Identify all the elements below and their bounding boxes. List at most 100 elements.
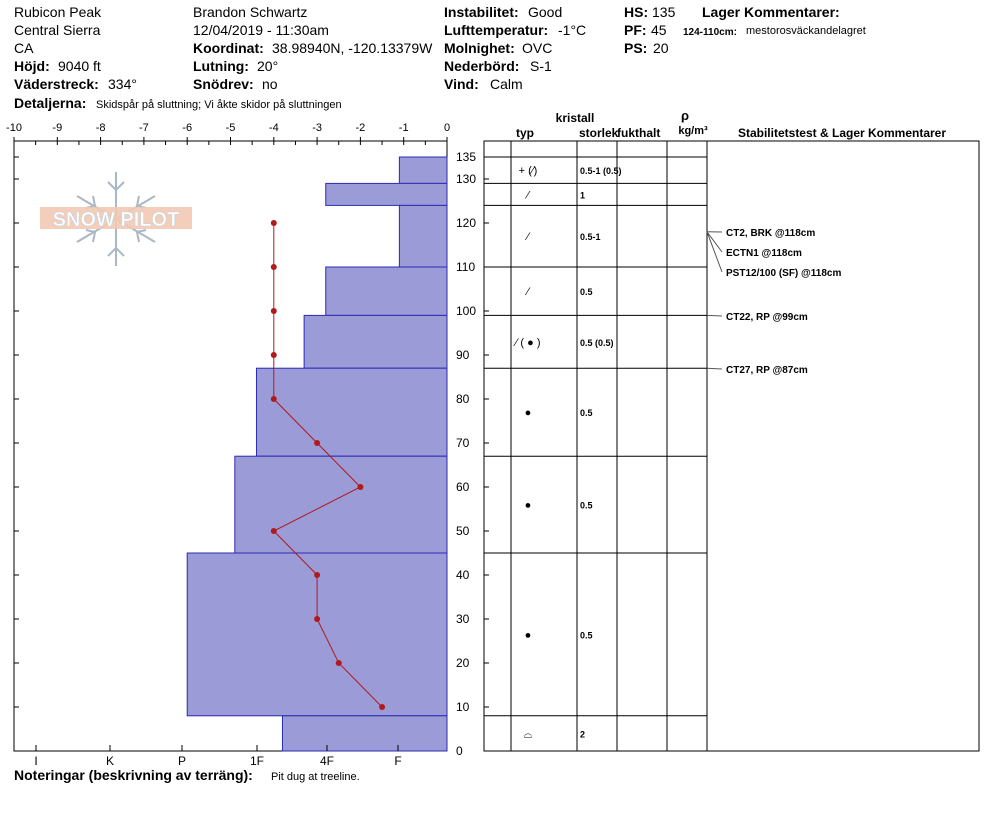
temperature-point [270, 308, 277, 314]
slope-label: Lutning: [193, 58, 249, 74]
stability-pointer [706, 314, 723, 317]
temperature-point [314, 572, 321, 578]
wind-label: Vind: [444, 76, 479, 92]
temperature-point [270, 528, 277, 534]
layer-comments-label: Lager Kommentarer: [702, 4, 840, 20]
header-crystal: kristall [556, 111, 595, 125]
layer-crystal-type: ⁄ ( ● ) [513, 337, 541, 349]
temp-tick-label: 0 [444, 122, 450, 134]
layer-crystal-type: ⁄ [524, 189, 531, 201]
coord-value: 38.98940N, -120.13379W [272, 40, 433, 56]
temp-tick-label: -10 [6, 122, 22, 134]
pf-value: 45 [651, 22, 667, 38]
elevation-label: Höjd: [14, 58, 50, 74]
hardness-bar [234, 455, 448, 554]
stability-pointer [706, 367, 723, 370]
height-tick-label: 70 [456, 436, 470, 450]
details-value: Skidspår på sluttning; Vi åkte skidor på… [96, 99, 342, 111]
hardness-bar [281, 715, 448, 752]
cloud-label: Molnighet: [444, 40, 515, 56]
cloud-value: OVC [522, 40, 553, 56]
hardness-tick-label: P [178, 754, 186, 768]
temperature-point [335, 660, 342, 666]
hs-value: 135 [652, 4, 676, 20]
layer-crystal-type: ⁄ [524, 286, 531, 298]
observation-datetime: 12/04/2019 - 11:30am [193, 22, 329, 38]
drift-value: no [262, 76, 278, 92]
height-tick-label: 135 [456, 150, 476, 164]
snow-pilot-logo: SNOW PILOT [40, 172, 192, 266]
precip-label: Nederbörd: [444, 58, 520, 74]
hardness-bar [325, 266, 448, 316]
aspect-value: 334° [108, 76, 137, 92]
height-tick-label: 30 [456, 612, 470, 626]
height-tick-label: 50 [456, 524, 470, 538]
layer-crystal-size: 0.5 [580, 287, 593, 297]
layer-crystal-size: 0.5 [580, 501, 593, 511]
stability-test-label: PST12/100 (SF) @118cm [726, 268, 841, 279]
layer-crystal-size: 0.5-1 (0.5) [580, 166, 622, 176]
hardness-tick-label: 1F [250, 754, 264, 768]
layer-crystal-size: 0.5 [580, 408, 593, 418]
temperature-point [270, 220, 277, 226]
drift-label: Snödrev: [193, 76, 254, 92]
hardness-tick-label: I [34, 754, 37, 768]
height-tick-label: 40 [456, 568, 470, 582]
layer-comment-text: mestorosväckandelagret [746, 25, 866, 37]
stability-test-label: CT22, RP @99cm [726, 312, 808, 323]
layer-crystal-type: ⁄ [524, 231, 531, 243]
layer-crystal-type: ● [525, 629, 532, 641]
coord-label: Koordinat: [193, 40, 264, 56]
header-density-unit: kg/m³ [678, 125, 708, 137]
temperature-point [314, 616, 321, 622]
layer-crystal-size: 2 [580, 729, 585, 739]
layer-crystal-size: 0.5 [580, 630, 593, 640]
notes-text: Pit dug at treeline. [271, 771, 360, 783]
notes-label: Noteringar (beskrivning av terräng): [14, 767, 253, 783]
elevation-value: 9040 ft [58, 58, 101, 74]
precip-value: S-1 [530, 58, 552, 74]
temp-tick-label: -9 [52, 122, 62, 134]
observer-name: Brandon Schwartz [193, 4, 308, 20]
hardness-tick-label: 4F [320, 754, 334, 768]
wind-value: Calm [490, 76, 523, 92]
instability-value: Good [528, 4, 563, 20]
layer-crystal-size: 0.5 (0.5) [580, 338, 614, 348]
hardness-bar [303, 314, 448, 369]
layer-crystal-type: ● [525, 407, 532, 419]
temperature-line [272, 223, 383, 708]
stability-pointer [706, 231, 723, 253]
height-tick-label: 100 [456, 304, 476, 318]
temperature-point [357, 484, 364, 490]
height-tick-label: 60 [456, 480, 470, 494]
stability-test-label: ECTN1 @118cm [726, 248, 802, 259]
snow-pilot-logo-text: SNOW PILOT [53, 209, 180, 231]
ps-label: PS: [624, 40, 648, 56]
temp-tick-label: -7 [139, 122, 149, 134]
temperature-point [270, 396, 277, 402]
height-tick-label: 10 [456, 700, 470, 714]
height-tick-label: 120 [456, 216, 476, 230]
header-rho: ρ [681, 108, 689, 123]
hardness-tick-label: F [394, 754, 401, 768]
temperature-point [379, 704, 386, 710]
airtemp-label: Lufttemperatur: [444, 22, 549, 38]
hardness-bar [255, 367, 448, 457]
layer-crystal-size: 1 [580, 190, 585, 200]
hardness-tick-label: K [106, 754, 114, 768]
details-label: Detaljerna: [14, 95, 87, 111]
slope-value: 20° [257, 58, 279, 74]
height-tick-label: 0 [456, 744, 463, 758]
temp-tick-label: -6 [182, 122, 192, 134]
header-stability: Stabilitetstest & Lager Kommentarer [738, 126, 946, 140]
height-tick-label: 20 [456, 656, 470, 670]
hardness-bar [398, 156, 448, 184]
ps-value: 20 [653, 40, 669, 56]
profile-frame [13, 140, 980, 752]
layer-crystal-type: + (⁄) [519, 165, 538, 177]
layer-crystal-type: ⌓ [524, 728, 533, 740]
range-name: Central Sierra [14, 22, 101, 38]
stability-test-label: CT27, RP @87cm [726, 365, 808, 376]
temp-tick-label: -4 [269, 122, 279, 134]
